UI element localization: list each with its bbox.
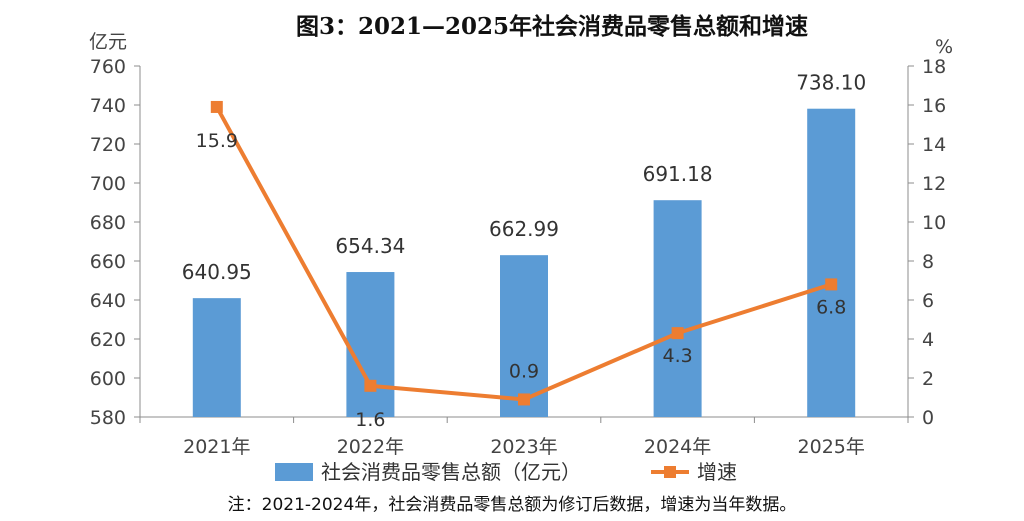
left-tick-label: 620: [90, 329, 126, 351]
growth-point-marker: [825, 278, 838, 291]
growth-point-marker: [518, 393, 530, 406]
left-tick-label: 680: [90, 212, 126, 234]
chart-note: 注：2021-2024年，社会消费品零售总额为修订后数据，增速为当年数据。: [228, 495, 797, 515]
bar-value-label: 640.95: [182, 260, 252, 284]
growth-point-marker: [210, 100, 223, 113]
bar: [346, 272, 395, 417]
bar-value-label: 738.10: [796, 71, 866, 95]
growth-value-label: 15.9: [196, 130, 238, 152]
left-tick-label: 740: [90, 95, 126, 117]
bar-value-label: 691.18: [643, 162, 713, 186]
growth-point-marker: [671, 327, 684, 340]
growth-value-label: 0.9: [509, 360, 539, 382]
legend-swatch-marker: [664, 466, 676, 478]
left-tick-label: 580: [90, 407, 126, 429]
bar-value-label: 654.34: [335, 234, 405, 258]
left-tick-label: 720: [90, 134, 126, 156]
axes: 580 600 620 640 660 680 700 720 740 760 0 2 4 6 8 10 12 1…: [90, 56, 946, 458]
x-tick-label: 2022年: [337, 436, 404, 458]
legend-swatch-bar: [275, 463, 313, 481]
line-series: [210, 100, 838, 406]
legend: 社会消费品零售总额（亿元） 增速: [275, 460, 737, 484]
right-tick-label: 16: [922, 95, 946, 117]
right-tick-label: 6: [922, 290, 934, 312]
left-tick-label: 640: [90, 290, 126, 312]
left-tick-label: 700: [90, 173, 126, 195]
growth-value-label: 6.8: [816, 296, 846, 318]
bar-series: [192, 108, 856, 417]
left-tick-label: 760: [90, 56, 126, 78]
bar-value-label: 662.99: [489, 217, 559, 241]
x-tick-label: 2024年: [644, 436, 711, 458]
growth-value-label: 1.6: [355, 409, 385, 431]
right-tick-label: 18: [922, 56, 946, 78]
bar: [653, 200, 702, 417]
right-tick-label: 12: [922, 173, 946, 195]
right-tick-label: 10: [922, 212, 946, 234]
right-tick-label: 2: [922, 368, 934, 390]
legend-label-line: 增速: [697, 460, 737, 484]
right-tick-label: 14: [922, 134, 946, 156]
legend-label-bar: 社会消费品零售总额（亿元）: [321, 460, 581, 484]
chart-title: 图3：2021—2025年社会消费品零售总额和增速: [296, 13, 808, 40]
bar: [500, 255, 548, 417]
left-axis-unit: 亿元: [89, 31, 127, 53]
x-tick-label: 2025年: [798, 436, 865, 458]
x-tick-label: 2023年: [490, 436, 557, 458]
bar: [192, 298, 241, 417]
growth-point-marker: [364, 379, 377, 392]
bar: [807, 108, 856, 417]
right-tick-label: 8: [922, 251, 934, 273]
growth-value-label: 4.3: [662, 345, 692, 367]
left-tick-label: 600: [90, 368, 126, 390]
left-tick-label: 660: [90, 251, 126, 273]
right-tick-label: 4: [922, 329, 934, 351]
right-axis-unit: %: [935, 36, 953, 58]
x-tick-label: 2021年: [183, 436, 250, 458]
data-labels: 640.95 654.34 662.99 691.18 738.10 15.9 1.6 0.9…: [182, 71, 866, 431]
right-tick-label: 0: [922, 407, 934, 429]
